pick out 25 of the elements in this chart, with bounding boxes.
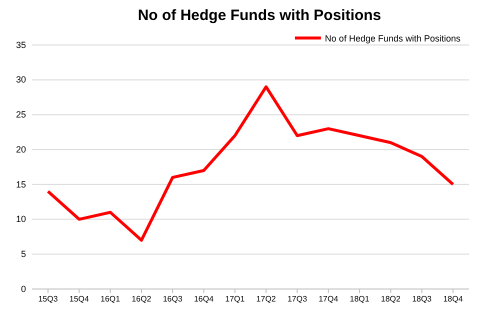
y-tick-label: 5 — [20, 249, 26, 260]
y-tick-label: 20 — [16, 144, 26, 154]
x-tick-label: 18Q1 — [350, 294, 370, 304]
x-tick-label: 18Q3 — [412, 294, 432, 304]
y-tick-label: 25 — [16, 110, 26, 120]
x-tick-label: 17Q4 — [318, 294, 339, 304]
y-tick-label: 15 — [16, 179, 26, 190]
x-tick-label: 16Q3 — [162, 294, 183, 304]
legend-label: No of Hedge Funds with Positions — [324, 34, 461, 44]
x-tick-label: 16Q1 — [100, 294, 121, 304]
x-tick-label: 17Q2 — [256, 294, 276, 304]
x-tick-label: 16Q2 — [132, 294, 152, 304]
y-tick-label: 0 — [20, 284, 26, 294]
x-tick-label: 17Q3 — [287, 294, 308, 304]
x-tick-label: 15Q3 — [38, 294, 58, 304]
x-tick-label: 18Q4 — [443, 294, 464, 304]
line-series — [46, 85, 454, 242]
chart-title: No of Hedge Funds with Positions — [138, 7, 382, 24]
y-tick-label: 10 — [16, 214, 26, 224]
x-tick-label: 15Q4 — [69, 294, 90, 304]
x-tick-label: 16Q4 — [194, 294, 214, 304]
x-tick-label: 18Q2 — [380, 294, 402, 304]
x-tick-label: 17Q1 — [225, 294, 246, 304]
y-tick-label: 35 — [16, 40, 26, 50]
y-tick-label: 30 — [16, 74, 26, 85]
